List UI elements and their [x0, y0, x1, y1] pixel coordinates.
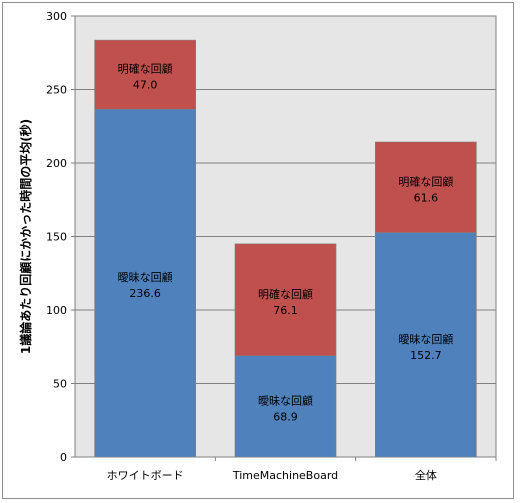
y-tick-label: 200	[46, 157, 67, 170]
y-tick-label: 0	[60, 451, 67, 464]
segment-value-label: 152.7	[410, 349, 442, 362]
segment-series-label: 明確な回顧	[118, 62, 173, 76]
bar-segment	[94, 39, 196, 110]
y-axis-title: 1議論あたり回顧にかかった時間の平均(秒)	[18, 119, 33, 354]
bar-segment	[234, 355, 337, 458]
segment-value-label: 236.6	[129, 287, 161, 300]
segment-series-label: 明確な回顧	[258, 287, 313, 301]
segment-value-label: 61.6	[414, 191, 439, 204]
segment-series-label: 曖昧な回顧	[118, 270, 173, 284]
segment-series-label: 明確な回顧	[398, 174, 453, 188]
y-tick-label: 300	[46, 10, 67, 23]
x-category-label: 全体	[415, 468, 437, 482]
segment-series-label: 曖昧な回顧	[398, 332, 453, 346]
y-tick-label: 100	[46, 304, 67, 317]
y-tick-label: 50	[53, 378, 67, 391]
bar-segment	[234, 243, 337, 357]
y-tick-label: 150	[46, 231, 67, 244]
segment-series-label: 曖昧な回顧	[258, 393, 313, 407]
segment-value-label: 76.1	[273, 304, 298, 317]
segment-value-label: 47.0	[133, 79, 158, 92]
bar-segment	[94, 108, 196, 458]
segment-value-label: 68.9	[273, 410, 298, 423]
bar-segment	[375, 141, 477, 233]
y-tick-label: 250	[46, 84, 67, 97]
x-category-label: ホワイトボード	[107, 469, 184, 482]
x-category-label: TimeMachineBoard	[232, 469, 338, 482]
